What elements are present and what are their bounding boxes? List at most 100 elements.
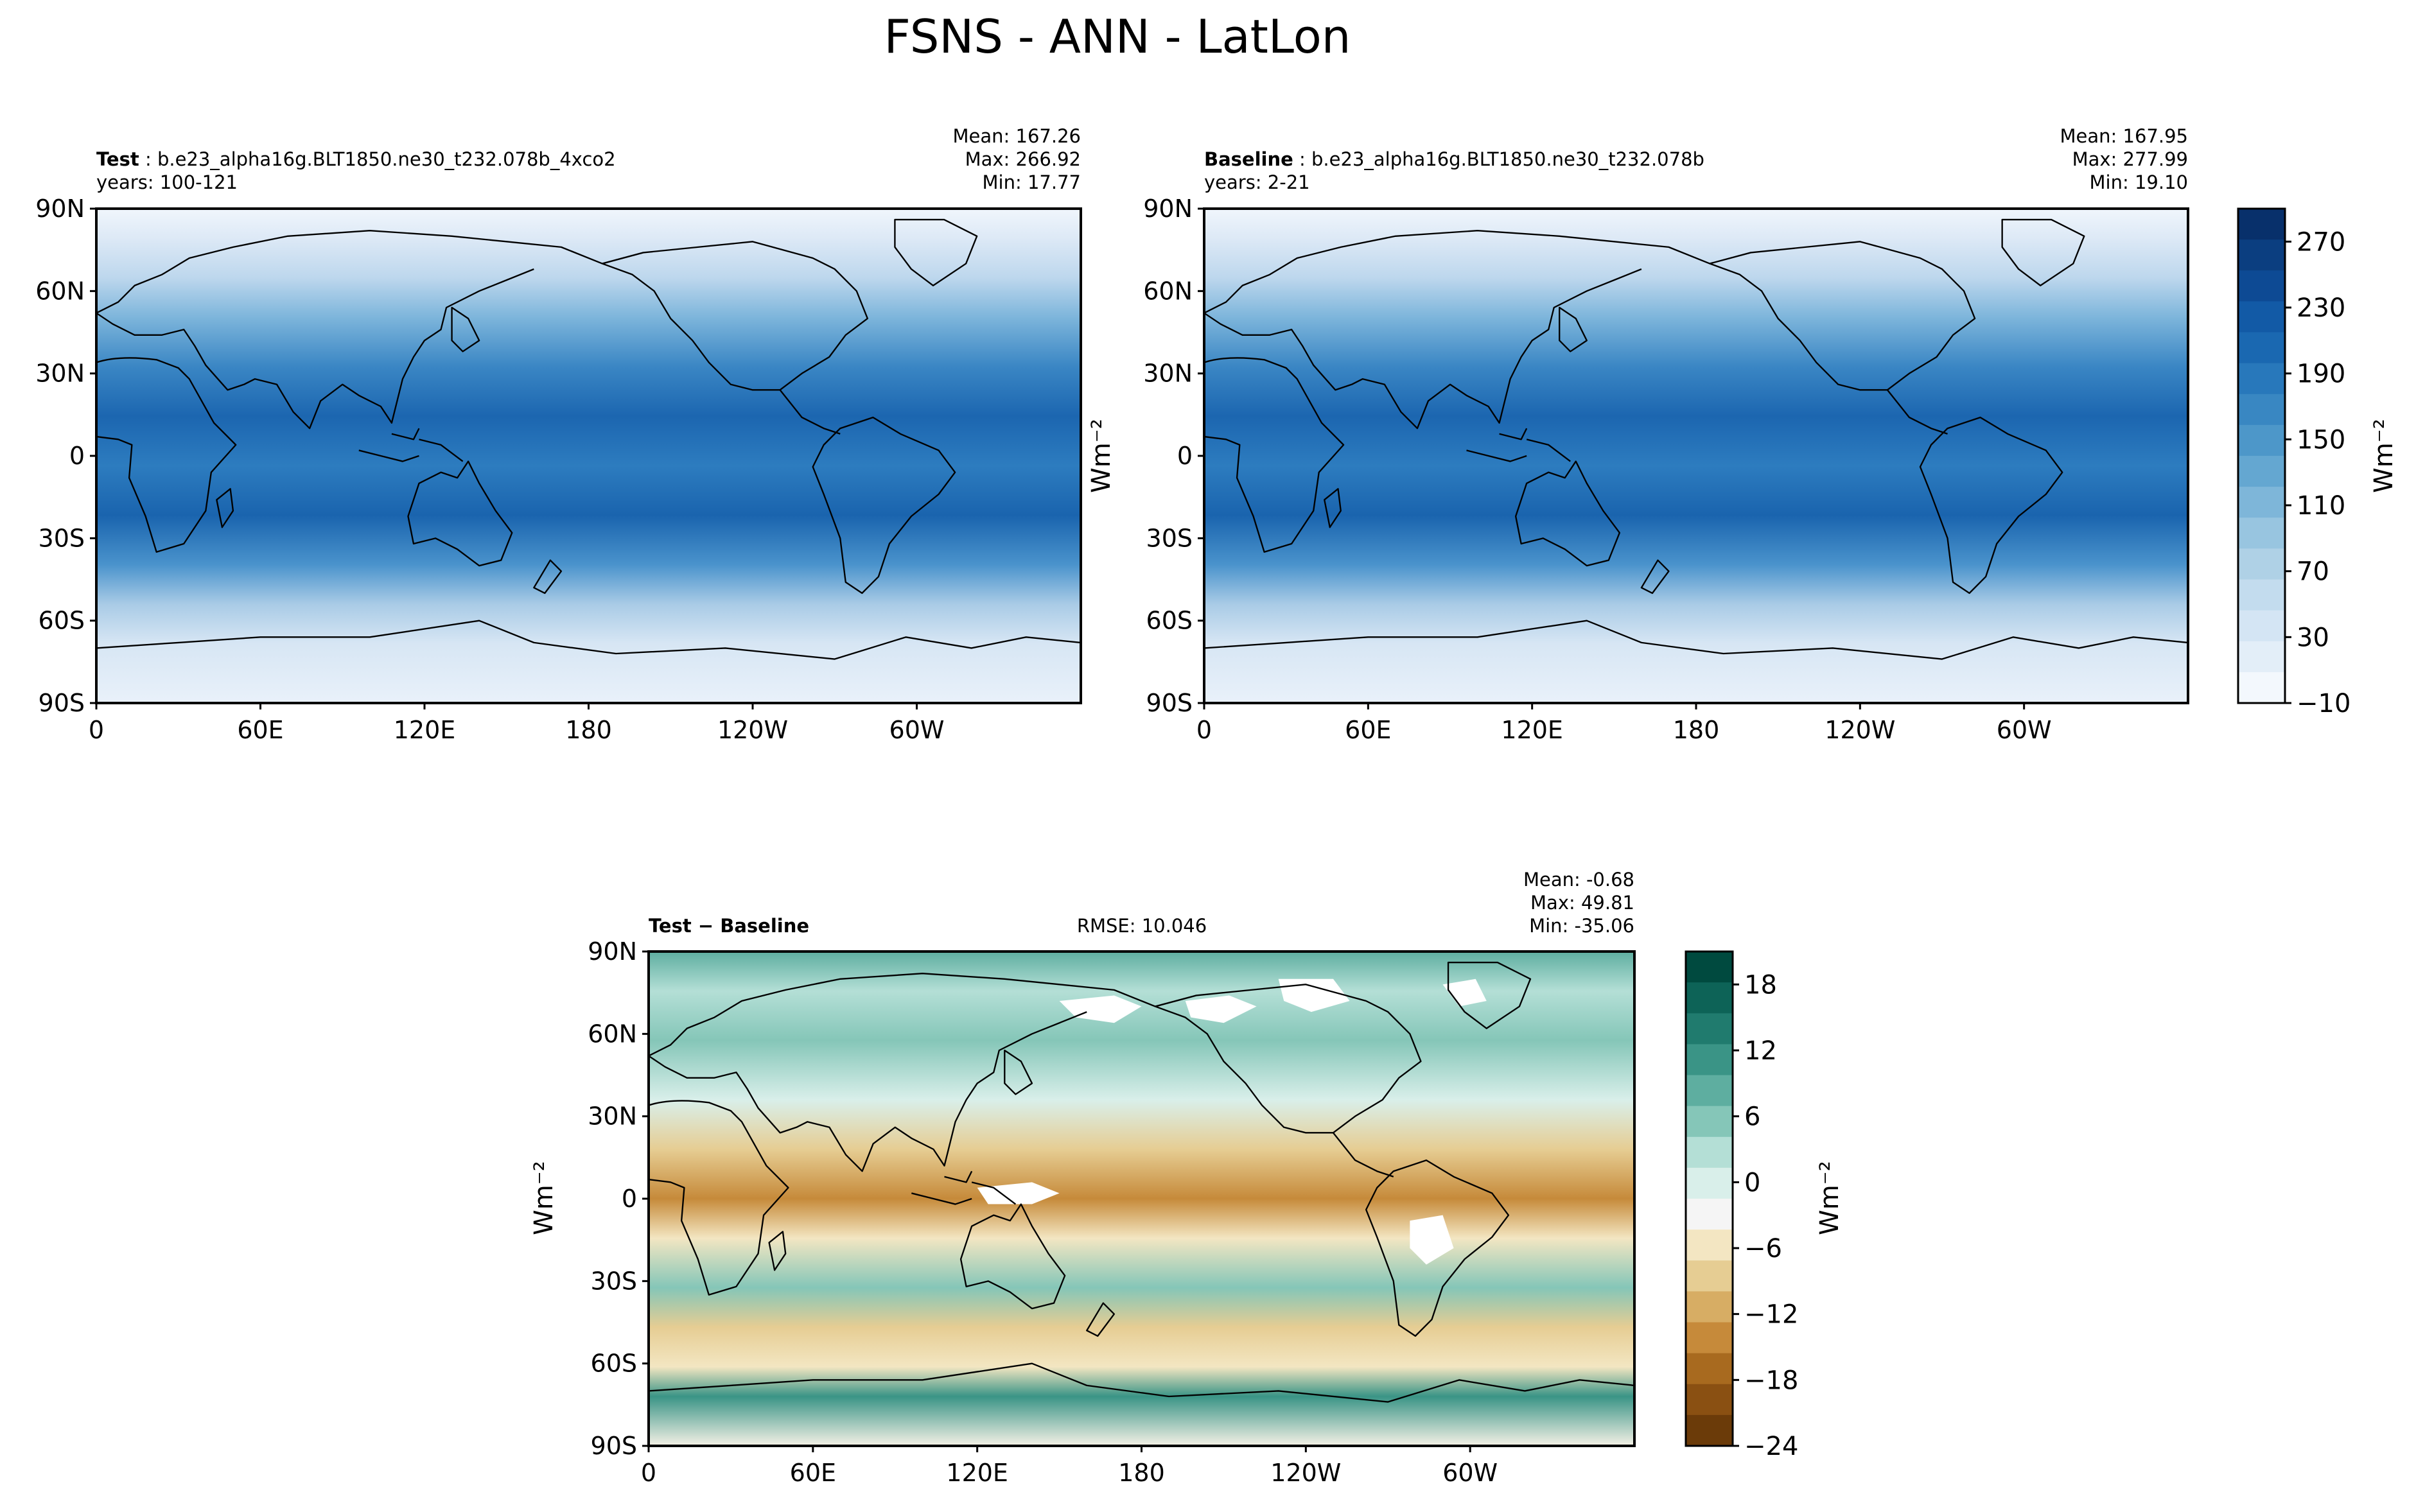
absolute-colorbar-swatch	[2238, 672, 2285, 704]
diff-colorbar-swatch	[1686, 1260, 1733, 1292]
baseline-years: years: 2-21	[1204, 171, 1310, 193]
test-lat-tick-label: 90N	[35, 195, 85, 223]
diff-lat-tick-label: 60S	[591, 1350, 637, 1378]
diff-lon-tick-label: 180	[1118, 1459, 1165, 1487]
diff-lon-tick-label: 60E	[790, 1459, 836, 1487]
figure-title: FSNS - ANN - LatLon	[884, 10, 1351, 64]
absolute-colorbar-swatch	[2238, 239, 2285, 272]
diff-colorbar-swatch	[1686, 1106, 1733, 1138]
absolute-colorbar-swatch	[2238, 548, 2285, 580]
absolute-colorbar-swatch	[2238, 363, 2285, 395]
diff-colorbar-swatch	[1686, 1013, 1733, 1045]
diff-colorbar-swatch	[1686, 1044, 1733, 1076]
diff-label: Test − Baseline	[649, 915, 809, 937]
diff-lat-tick-label: 0	[622, 1185, 637, 1213]
test-years: years: 100-121	[96, 171, 238, 193]
diff-colorbar-ticks: 18 12 6 0 −6 −12 −18 −24	[1733, 970, 1798, 1461]
baseline-mean: Mean: 167.95	[2060, 125, 2188, 147]
test-lon-tick-label: 120E	[394, 716, 456, 744]
baseline-min: Min: 19.10	[2090, 171, 2188, 193]
absolute-colorbar-tick-label: 30	[2297, 623, 2329, 652]
baseline-lat-tick-label: 90S	[1146, 689, 1193, 717]
absolute-colorbar-tick-label: −10	[2297, 689, 2350, 718]
baseline-lon-tick-label: 60W	[1997, 716, 2052, 744]
absolute-colorbar-swatches	[2238, 209, 2285, 704]
diff-mean: Mean: -0.68	[1523, 869, 1634, 891]
absolute-colorbar-swatch	[2238, 579, 2285, 611]
baseline-lon-tick-label: 180	[1673, 716, 1720, 744]
diff-colorbar-swatch	[1686, 1075, 1733, 1107]
diff-colorbar-swatch	[1686, 982, 1733, 1014]
absolute-colorbar-ticks: 270 230 190 150 110 70 30 −10	[2285, 227, 2350, 718]
test-label-bold: Test	[96, 148, 139, 170]
absolute-colorbar-units: Wm⁻²	[2369, 419, 2399, 493]
diff-colorbar-tick-label: −12	[1744, 1300, 1798, 1330]
baseline-units-label: Wm⁻²	[1087, 419, 1116, 493]
baseline-lon-ticks: 0 60E 120E 180 120W 60W	[1196, 703, 2052, 744]
diff-lat-ticks: 90N 60N 30N 0 30S 60S 90S	[588, 937, 649, 1460]
test-lat-tick-label: 30N	[35, 360, 85, 388]
test-lon-ticks: 0 60E 120E 180 120W 60W	[89, 703, 944, 744]
baseline-lon-tick-label: 120E	[1501, 716, 1563, 744]
diff-colorbar-swatch	[1686, 1136, 1733, 1169]
baseline-label-bold: Baseline	[1204, 148, 1293, 170]
absolute-colorbar-swatch	[2238, 394, 2285, 426]
diff-min: Min: -35.06	[1529, 915, 1634, 937]
absolute-colorbar-swatch	[2238, 456, 2285, 487]
diff-colorbar-swatch	[1686, 1291, 1733, 1323]
test-lat-ticks: 90N 60N 30N 0 30S 60S 90S	[35, 195, 96, 717]
absolute-colorbar-swatch	[2238, 517, 2285, 550]
absolute-colorbar-tick-label: 230	[2297, 293, 2345, 323]
absolute-colorbar-swatch	[2238, 301, 2285, 333]
test-lat-tick-label: 90S	[39, 689, 85, 717]
baseline-label-rest: : b.e23_alpha16g.BLT1850.ne30_t232.078b	[1299, 148, 1704, 170]
absolute-colorbar-swatch	[2238, 332, 2285, 364]
test-lon-tick-label: 120W	[717, 716, 788, 744]
diff-lat-tick-label: 30N	[588, 1102, 637, 1131]
baseline-panel: Mean: 167.95 Max: 277.99 Min: 19.10 Base…	[1087, 125, 2189, 744]
absolute-colorbar-tick-label: 190	[2297, 360, 2345, 389]
diff-lon-ticks: 0 60E 120E 180 120W 60W	[641, 1446, 1498, 1487]
diff-colorbar: 18 12 6 0 −6 −12 −18 −24 Wm⁻²	[1685, 950, 1844, 1461]
diff-colorbar-swatch	[1686, 952, 1733, 983]
test-map	[95, 207, 1082, 704]
diff-colorbar-units: Wm⁻²	[1815, 1161, 1844, 1235]
absolute-colorbar: 270 230 190 150 110 70 30 −10 Wm⁻²	[2237, 207, 2399, 718]
diff-left-units-label: Wm⁻²	[529, 1161, 559, 1235]
diff-colorbar-tick-label: 12	[1744, 1036, 1777, 1066]
test-lat-tick-label: 60S	[39, 607, 85, 635]
absolute-colorbar-tick-label: 70	[2297, 557, 2329, 587]
diff-colorbar-tick-label: 18	[1744, 970, 1777, 1000]
diff-colorbar-tick-label: −24	[1744, 1432, 1798, 1461]
absolute-colorbar-swatch	[2238, 641, 2285, 673]
diff-colorbar-tick-label: 0	[1744, 1168, 1760, 1197]
baseline-lat-tick-label: 0	[1177, 442, 1193, 470]
diff-colorbar-swatch	[1686, 1230, 1733, 1262]
test-lat-tick-label: 60N	[35, 277, 85, 305]
test-lon-tick-label: 60E	[237, 716, 283, 744]
absolute-colorbar-tick-label: 110	[2297, 491, 2345, 521]
diff-panel: Mean: -0.68 Max: 49.81 Min: -35.06 Test …	[529, 869, 1636, 1487]
diff-colorbar-swatch	[1686, 1384, 1733, 1416]
diff-colorbar-swatches	[1686, 952, 1733, 1447]
diff-colorbar-swatch	[1686, 1414, 1733, 1447]
absolute-colorbar-swatch	[2238, 487, 2285, 519]
test-label-rest: : b.e23_alpha16g.BLT1850.ne30_t232.078b_…	[145, 148, 616, 170]
baseline-lat-tick-label: 60S	[1146, 607, 1193, 635]
baseline-lon-tick-label: 60E	[1345, 716, 1391, 744]
baseline-lat-ticks: 90N 60N 30N 0 30S 60S 90S	[1143, 195, 1204, 717]
baseline-lon-tick-label: 120W	[1825, 716, 1895, 744]
baseline-lat-tick-label: 30S	[1146, 524, 1193, 552]
diff-colorbar-swatch	[1686, 1353, 1733, 1385]
baseline-map	[1203, 207, 2189, 704]
diff-max: Max: 49.81	[1530, 892, 1634, 914]
test-lon-tick-label: 0	[89, 716, 104, 744]
diff-colorbar-swatch	[1686, 1167, 1733, 1199]
absolute-colorbar-tick-label: 270	[2297, 227, 2345, 257]
diff-lat-tick-label: 60N	[588, 1020, 637, 1048]
baseline-lat-tick-label: 60N	[1143, 277, 1193, 305]
diff-colorbar-swatch	[1686, 1199, 1733, 1230]
baseline-lat-tick-label: 90N	[1143, 195, 1193, 223]
diff-colorbar-frame	[1685, 950, 1734, 1447]
